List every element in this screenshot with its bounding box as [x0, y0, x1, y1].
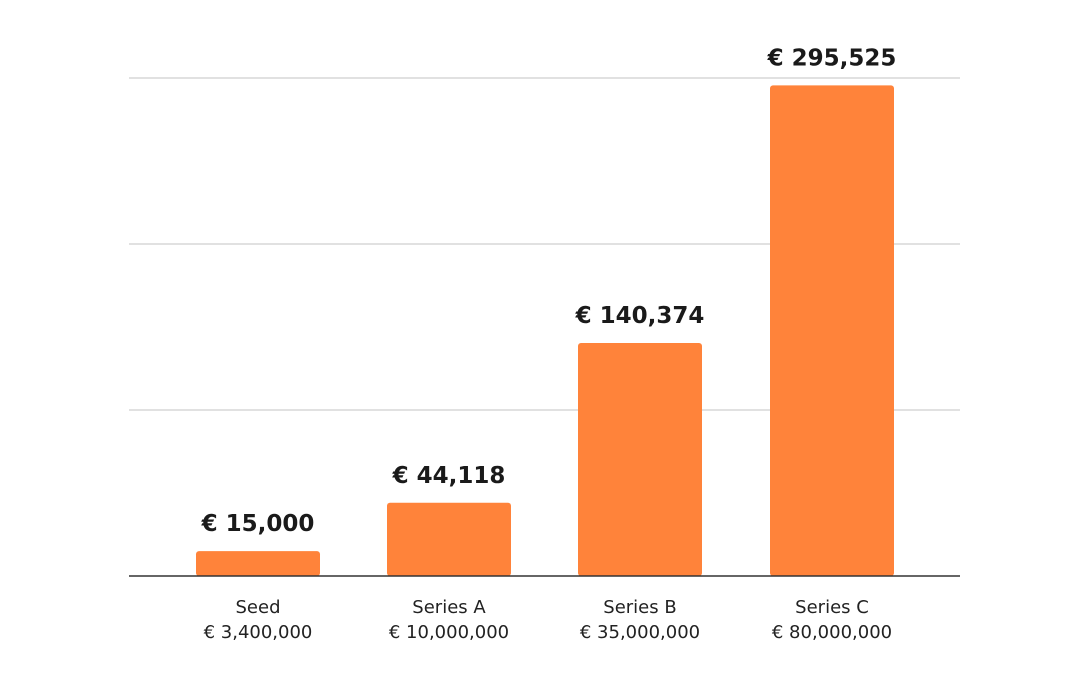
value-label: € 140,374 [575, 303, 705, 329]
bar-series-c [770, 85, 894, 576]
value-label: € 44,118 [392, 463, 506, 489]
value-labels: € 15,000 € 44,118 € 140,374 € 295,525 [201, 45, 897, 537]
value-label: € 295,525 [767, 45, 897, 71]
category-sublabel: € 80,000,000 [772, 622, 892, 643]
category-label: Series A [412, 597, 486, 618]
bars [196, 85, 894, 576]
category-sublabel: € 3,400,000 [204, 622, 313, 643]
value-label: € 15,000 [201, 511, 315, 537]
category-label: Series C [795, 597, 869, 618]
bar-series-a [387, 502, 511, 576]
category-label: Series B [603, 597, 676, 618]
category-labels: Seed € 3,400,000 Series A € 10,000,000 Serie… [204, 597, 893, 643]
category-label: Seed [236, 597, 281, 618]
category-sublabel: € 10,000,000 [389, 622, 509, 643]
bar-series-b [578, 342, 702, 576]
bar-seed [196, 551, 320, 576]
category-sublabel: € 35,000,000 [580, 622, 700, 643]
